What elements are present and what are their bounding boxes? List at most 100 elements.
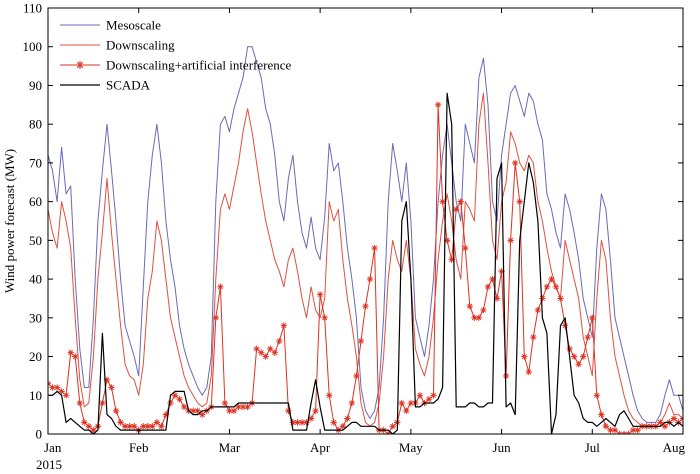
data-point — [176, 395, 183, 403]
legend-item: Downscaling — [60, 38, 175, 53]
data-point — [584, 333, 591, 341]
data-point — [316, 291, 324, 298]
data-point — [180, 403, 188, 411]
y-tick-label: 10 — [29, 388, 42, 403]
series-mesoscale — [48, 46, 683, 423]
legend-item: Mesoscale — [60, 18, 161, 33]
data-point — [434, 101, 442, 109]
data-point — [462, 244, 469, 252]
data-point — [294, 419, 301, 426]
data-point — [289, 419, 297, 426]
data-point — [371, 244, 378, 252]
x-tick-label: May — [399, 440, 423, 455]
data-point — [489, 275, 496, 283]
y-tick-label: 60 — [29, 194, 42, 209]
data-point — [239, 403, 247, 411]
data-point — [661, 423, 669, 430]
data-point — [593, 392, 601, 399]
x-tick-label: Aug — [663, 440, 686, 455]
data-point — [276, 337, 283, 345]
data-point — [76, 399, 83, 407]
data-point — [607, 426, 614, 434]
series-downscaling — [48, 92, 683, 427]
legend-item: Downscaling+artificial interference — [60, 58, 291, 73]
axes: 0 10 20 30 40 50 60 70 80 90 100 110 Jan Feb Mar Apr May… — [2, 1, 685, 473]
data-point — [244, 403, 251, 411]
data-point — [144, 423, 151, 430]
x-tick-label: Jan — [44, 440, 62, 455]
data-point — [466, 303, 474, 310]
data-point — [611, 426, 619, 434]
y-tick-label: 20 — [29, 349, 42, 364]
data-point — [121, 423, 129, 430]
y-tick-label: 70 — [29, 155, 42, 170]
data-point — [130, 423, 138, 430]
data-point — [162, 411, 170, 418]
data-point — [407, 399, 415, 407]
data-point — [158, 423, 165, 430]
data-point — [471, 314, 478, 322]
data-point — [230, 407, 238, 414]
data-point — [149, 423, 156, 430]
data-point — [557, 295, 564, 302]
data-point — [634, 426, 641, 434]
y-tick-label: 0 — [36, 427, 43, 442]
plot-area — [48, 46, 683, 434]
data-point — [475, 314, 483, 322]
series-scada — [48, 92, 683, 434]
y-tick-label: 80 — [29, 117, 42, 132]
data-point — [430, 392, 437, 399]
legend-label: Mesoscale — [106, 18, 161, 33]
data-point — [217, 283, 224, 291]
data-point — [303, 419, 310, 426]
x-tick-label: Jul — [585, 440, 601, 455]
data-point — [561, 322, 569, 329]
data-point — [539, 295, 546, 302]
data-point — [194, 407, 201, 414]
data-point — [312, 407, 319, 414]
x-tick-label: Apr — [310, 440, 331, 455]
data-point — [49, 384, 56, 391]
data-point — [534, 306, 542, 314]
data-point — [516, 198, 523, 205]
data-point — [357, 337, 365, 345]
data-point — [602, 423, 610, 430]
data-point — [103, 376, 111, 383]
data-point — [353, 372, 360, 380]
y-tick-label: 90 — [29, 78, 42, 93]
data-point — [99, 399, 106, 407]
data-point — [366, 275, 374, 283]
legend-marker — [76, 61, 84, 69]
data-point — [530, 333, 537, 341]
data-point — [552, 283, 560, 291]
data-point — [598, 411, 605, 418]
data-point — [85, 423, 93, 430]
legend-item: SCADA — [60, 78, 151, 93]
data-point — [53, 384, 61, 391]
data-point — [425, 395, 433, 403]
data-point — [566, 345, 573, 352]
data-point — [271, 349, 278, 356]
data-point — [153, 419, 161, 426]
data-point — [403, 407, 410, 414]
data-point — [189, 407, 197, 414]
y-tick-label: 110 — [23, 1, 42, 16]
data-point — [280, 322, 288, 329]
data-point — [629, 426, 637, 434]
data-point — [298, 419, 306, 426]
legend-label: SCADA — [106, 78, 151, 93]
y-tick-label: 50 — [29, 233, 42, 248]
data-point — [126, 423, 133, 430]
data-point — [221, 399, 229, 407]
series-scada-line — [48, 92, 683, 434]
data-point — [262, 353, 269, 360]
series-mesoscale-line — [48, 46, 683, 423]
data-point — [398, 399, 405, 407]
x-tick-label: Feb — [129, 440, 149, 455]
year-label: 2015 — [36, 457, 62, 472]
data-point — [90, 426, 97, 434]
data-point — [267, 345, 274, 352]
data-point — [62, 392, 70, 399]
data-point — [81, 419, 88, 426]
